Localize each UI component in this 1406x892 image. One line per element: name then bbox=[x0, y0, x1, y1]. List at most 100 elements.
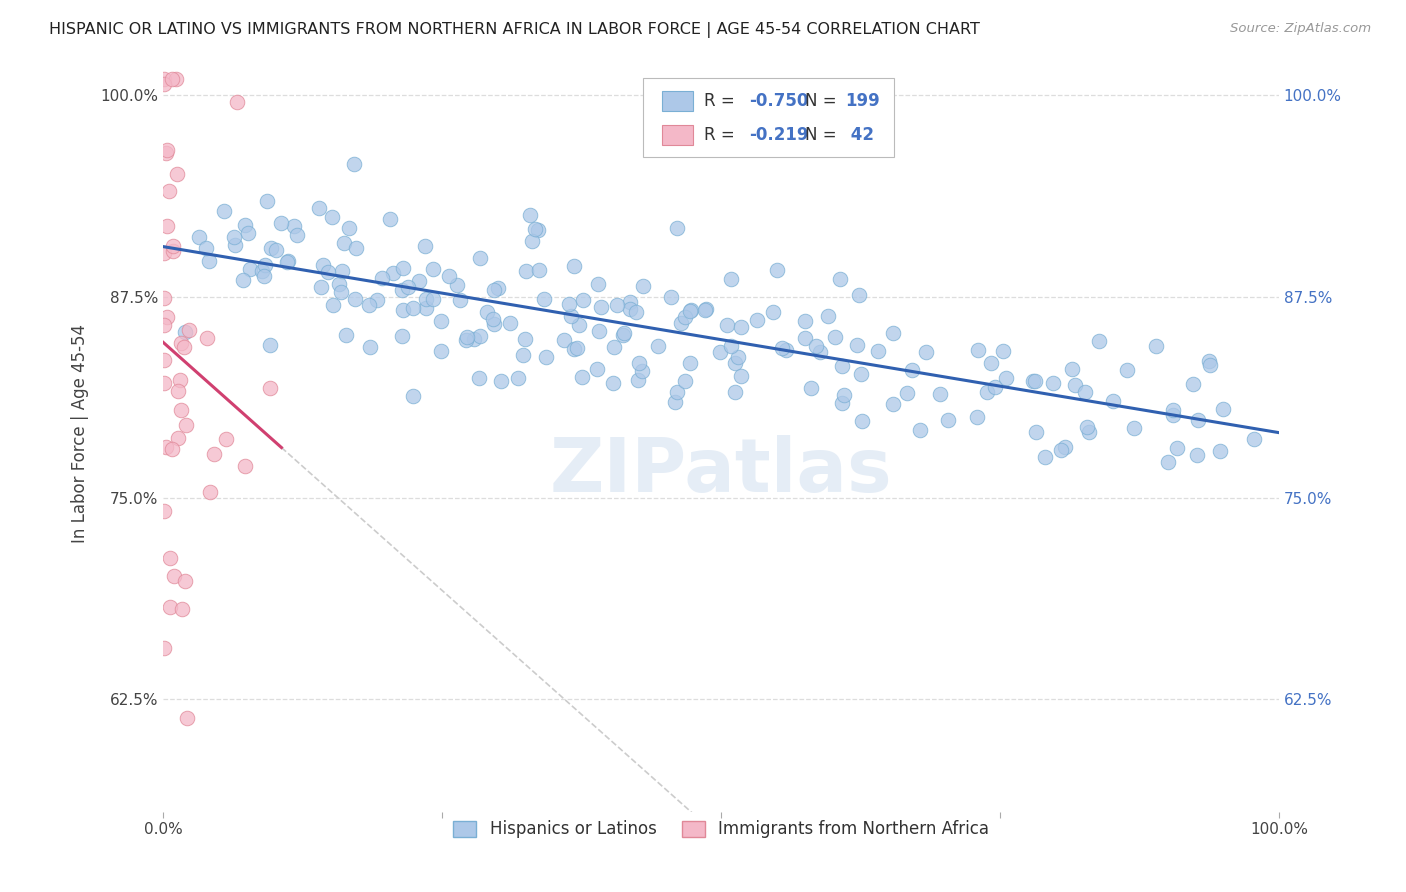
Point bbox=[1198, 354, 1220, 368]
Point bbox=[716, 318, 738, 333]
Point bbox=[172, 601, 194, 615]
Point bbox=[392, 303, 415, 318]
Point bbox=[1033, 450, 1056, 464]
Text: R =: R = bbox=[704, 126, 741, 144]
Point bbox=[709, 345, 731, 359]
Point bbox=[747, 312, 769, 326]
Point bbox=[270, 216, 292, 230]
Point bbox=[527, 223, 550, 237]
Point bbox=[936, 413, 959, 427]
Point bbox=[342, 156, 364, 170]
Point bbox=[162, 244, 184, 258]
Point bbox=[337, 220, 360, 235]
Point bbox=[264, 243, 287, 257]
Text: R =: R = bbox=[704, 92, 741, 110]
Point bbox=[259, 337, 281, 351]
Point bbox=[396, 280, 419, 294]
Point bbox=[159, 185, 181, 199]
Point bbox=[1122, 421, 1144, 435]
Point bbox=[415, 301, 437, 316]
Point bbox=[382, 266, 405, 280]
Text: -0.219: -0.219 bbox=[749, 126, 808, 144]
Point bbox=[562, 342, 585, 356]
Point bbox=[163, 569, 186, 583]
Point bbox=[309, 280, 332, 294]
Point bbox=[253, 268, 276, 283]
Point bbox=[173, 340, 195, 354]
Point bbox=[882, 326, 904, 340]
Point bbox=[665, 384, 688, 399]
Point bbox=[562, 259, 585, 273]
Point bbox=[1212, 402, 1234, 417]
Point bbox=[976, 385, 998, 400]
Point bbox=[1156, 455, 1178, 469]
Point bbox=[980, 356, 1002, 370]
Point bbox=[828, 272, 851, 286]
Point bbox=[560, 309, 582, 323]
Point bbox=[470, 329, 492, 343]
Point bbox=[1209, 444, 1232, 458]
Point bbox=[770, 341, 793, 355]
Point bbox=[194, 242, 217, 256]
Point bbox=[359, 340, 381, 354]
Point bbox=[831, 359, 853, 374]
Text: -0.750: -0.750 bbox=[749, 92, 808, 110]
Bar bbox=[662, 125, 693, 145]
Point bbox=[155, 143, 177, 157]
Point bbox=[915, 345, 938, 359]
Point bbox=[619, 302, 641, 317]
Point bbox=[256, 194, 278, 208]
Point bbox=[572, 293, 595, 308]
Point bbox=[335, 327, 357, 342]
Point bbox=[486, 281, 509, 295]
Point bbox=[602, 376, 624, 391]
Point bbox=[402, 301, 425, 315]
Bar bbox=[662, 91, 693, 111]
Point bbox=[198, 485, 221, 500]
Point bbox=[402, 389, 425, 403]
Point bbox=[679, 356, 702, 370]
Point bbox=[901, 363, 924, 377]
Point bbox=[631, 279, 654, 293]
Point bbox=[236, 226, 259, 240]
Point bbox=[673, 374, 696, 388]
Point bbox=[188, 230, 211, 244]
Point bbox=[661, 290, 683, 304]
Point bbox=[198, 253, 221, 268]
Point bbox=[775, 343, 797, 358]
Point bbox=[730, 368, 752, 383]
Point bbox=[475, 304, 498, 318]
Point bbox=[882, 397, 904, 411]
Point bbox=[308, 201, 330, 215]
Point bbox=[159, 551, 181, 566]
Point bbox=[800, 381, 823, 395]
Point bbox=[1074, 385, 1097, 400]
Point bbox=[896, 385, 918, 400]
Point bbox=[162, 442, 184, 456]
Point bbox=[817, 309, 839, 323]
Point bbox=[1062, 362, 1084, 376]
Point bbox=[422, 261, 444, 276]
Point bbox=[222, 230, 245, 244]
Point bbox=[253, 258, 276, 272]
Point bbox=[153, 503, 176, 517]
Point bbox=[481, 312, 503, 326]
Text: HISPANIC OR LATINO VS IMMIGRANTS FROM NORTHERN AFRICA IN LABOR FORCE | AGE 45-54: HISPANIC OR LATINO VS IMMIGRANTS FROM NO… bbox=[49, 22, 980, 38]
Point bbox=[627, 356, 650, 370]
Point bbox=[506, 371, 529, 385]
Point bbox=[678, 304, 700, 318]
Point bbox=[804, 339, 827, 353]
Point bbox=[519, 208, 541, 222]
Text: 42: 42 bbox=[845, 126, 875, 144]
Point bbox=[983, 380, 1005, 394]
Point bbox=[671, 316, 693, 330]
Point bbox=[156, 310, 179, 324]
Point bbox=[232, 273, 254, 287]
Point bbox=[1243, 433, 1265, 447]
Point bbox=[160, 72, 183, 87]
Point bbox=[849, 367, 872, 381]
Point bbox=[966, 343, 988, 357]
Point bbox=[664, 395, 686, 409]
Point bbox=[591, 301, 613, 315]
Point bbox=[499, 316, 522, 330]
